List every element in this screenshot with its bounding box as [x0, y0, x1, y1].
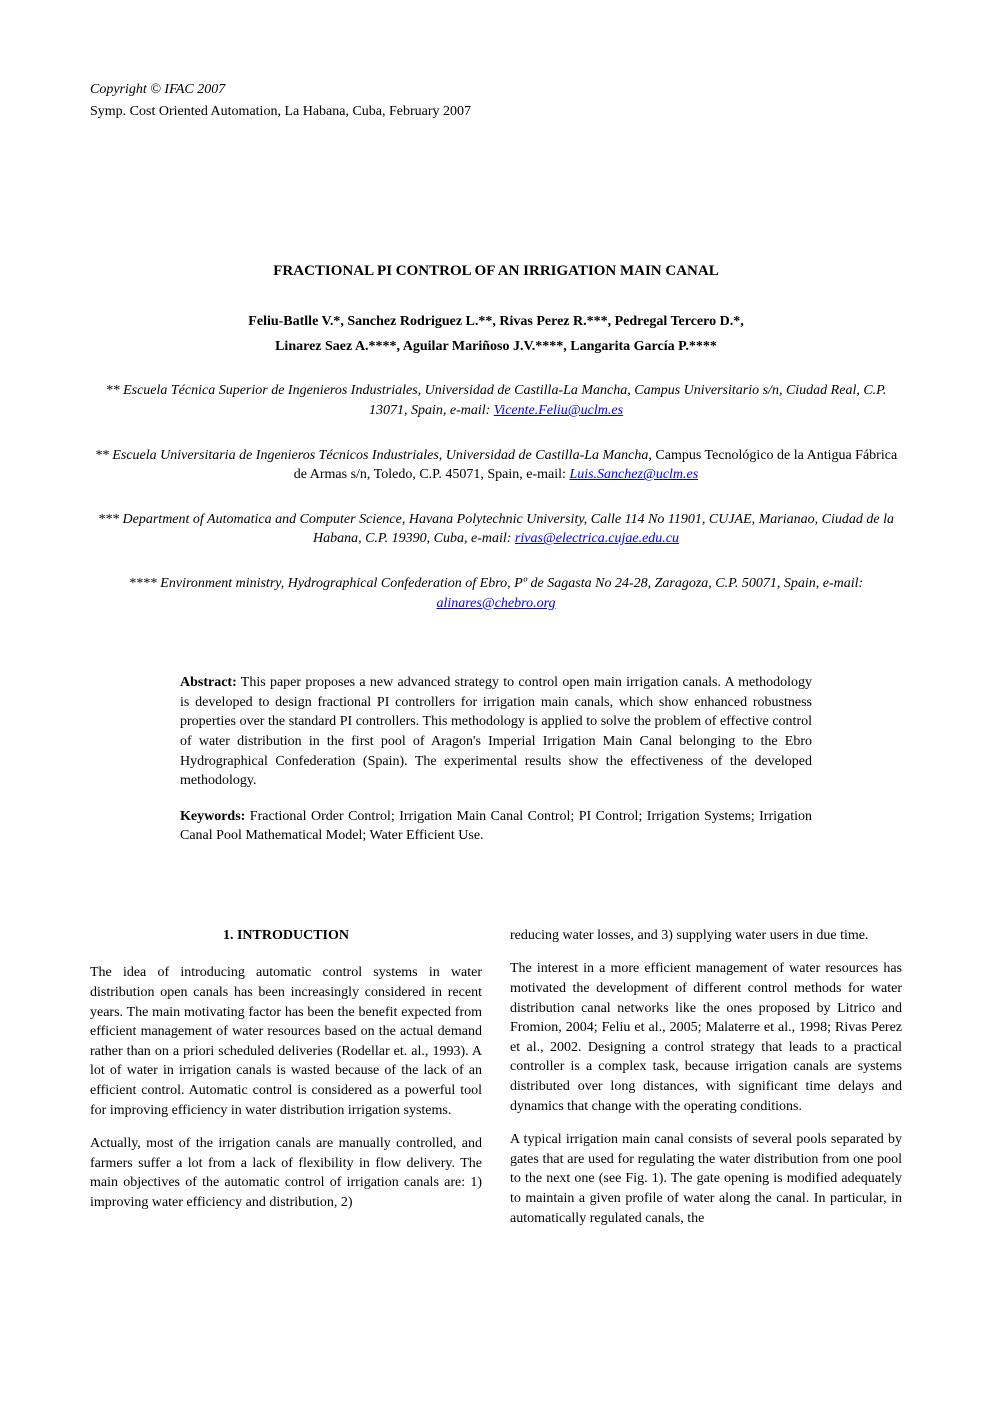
affiliation-marker: **	[106, 383, 120, 398]
intro-paragraph: The interest in a more efficient managem…	[510, 959, 902, 1116]
affiliation-2: ** Escuela Universitaria de Ingenieros T…	[90, 446, 902, 485]
authors-line-1: Feliu-Batlle V.*, Sanchez Rodriguez L.**…	[90, 312, 902, 332]
affiliation-4: **** Environment ministry, Hydrographica…	[90, 574, 902, 613]
intro-paragraph: A typical irrigation main canal consists…	[510, 1130, 902, 1228]
abstract-block: Abstract: This paper proposes a new adva…	[180, 673, 812, 791]
affiliation-3: *** Department of Automatica and Compute…	[90, 510, 902, 549]
intro-paragraph: Actually, most of the irrigation canals …	[90, 1134, 482, 1212]
affiliation-text: Escuela Universitaria de Ingenieros Técn…	[112, 448, 652, 463]
paper-title: FRACTIONAL PI CONTROL OF AN IRRIGATION M…	[90, 261, 902, 282]
abstract-text: This paper proposes a new advanced strat…	[180, 675, 812, 788]
affiliation-marker: **	[95, 448, 109, 463]
introduction-heading: 1. INTRODUCTION	[90, 926, 482, 946]
copyright-text: Copyright © IFAC 2007	[90, 80, 902, 100]
affiliation-text: Environment ministry, Hydrographical Con…	[160, 576, 863, 591]
intro-paragraph: reducing water losses, and 3) supplying …	[510, 926, 902, 946]
left-column: 1. INTRODUCTION The idea of introducing …	[90, 926, 482, 1242]
right-column: reducing water losses, and 3) supplying …	[510, 926, 902, 1242]
affiliation-email-link[interactable]: Luis.Sanchez@uclm.es	[569, 467, 698, 482]
authors-line-2: Linarez Saez A.****, Aguilar Mariñoso J.…	[90, 337, 902, 357]
keywords-text: Fractional Order Control; Irrigation Mai…	[180, 809, 812, 844]
affiliation-marker: ****	[129, 576, 157, 591]
body-columns: 1. INTRODUCTION The idea of introducing …	[90, 926, 902, 1242]
symposium-text: Symp. Cost Oriented Automation, La Haban…	[90, 102, 902, 122]
affiliation-1: ** Escuela Técnica Superior de Ingeniero…	[90, 381, 902, 420]
affiliation-email-link[interactable]: rivas@electrica.cujae.edu.cu	[515, 531, 679, 546]
affiliation-marker: ***	[98, 512, 119, 527]
affiliation-email-link[interactable]: Vicente.Feliu@uclm.es	[494, 403, 623, 418]
affiliation-text: Department of Automatica and Computer Sc…	[123, 512, 894, 547]
keywords-block: Keywords: Fractional Order Control; Irri…	[180, 807, 812, 846]
intro-paragraph: The idea of introducing automatic contro…	[90, 963, 482, 1120]
affiliation-email-link[interactable]: alinares@chebro.org	[436, 596, 555, 611]
abstract-label: Abstract:	[180, 675, 237, 690]
keywords-label: Keywords:	[180, 809, 245, 824]
